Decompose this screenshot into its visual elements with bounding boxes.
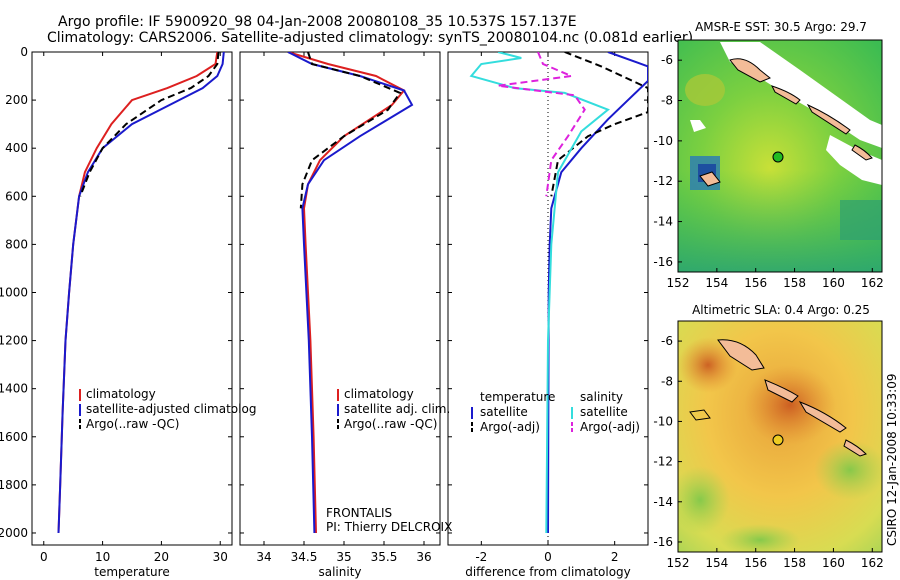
depth-tick-label: 0 xyxy=(20,45,28,59)
sst-map-panel: AMSR-E SST: 30.5 Argo: 29.7 152 154 156 158… xyxy=(653,20,883,290)
sla_map-lat-tick-label: -14 xyxy=(653,495,673,509)
difference-series-salinity-argo-adj xyxy=(497,52,586,197)
temperature-series-argo-raw-qc xyxy=(79,52,220,197)
sst_map-lat-tick-label: -10 xyxy=(653,134,673,148)
temperature-legend-label: satellite-adjusted climatolog xyxy=(86,402,256,416)
difference-xtick-label: 0 xyxy=(544,550,552,564)
depth-tick-label: 200 xyxy=(5,93,28,107)
difference-xtick-label: -2 xyxy=(475,550,487,564)
temperature-xtick-label: 30 xyxy=(213,550,228,564)
salinity-legend-label: climatology xyxy=(344,387,414,401)
sla-map-panel: Altimetric SLA: 0.4 Argo: 0.25 152 154 156… xyxy=(653,303,884,570)
sla_map-lon-tick-label: 162 xyxy=(861,556,884,570)
sla_map-lon-tick-label: 152 xyxy=(667,556,690,570)
sla_map-lat-tick-label: -12 xyxy=(653,455,673,469)
sst-map-title: AMSR-E SST: 30.5 Argo: 29.7 xyxy=(695,20,867,34)
sla_map-lat-tick-label: -6 xyxy=(661,334,673,348)
sst-map-field xyxy=(678,40,882,272)
salinity-frame xyxy=(239,51,441,546)
sst_map-lon-tick-label: 156 xyxy=(744,276,767,290)
temperature-series-climatology xyxy=(57,52,219,534)
salinity-legend-label: Argo(..raw -QC) xyxy=(344,417,437,431)
sst_map-lat-tick-label: -16 xyxy=(653,255,673,269)
difference-legend-label: Argo(-adj) xyxy=(480,420,540,434)
sst_map-lat-tick-label: -8 xyxy=(661,94,673,108)
temperature-panel: 0 200 400 600 800 1000 1200 1400 1600 1800 2000 0 10… xyxy=(0,45,256,579)
sst_map-lon-tick-label: 160 xyxy=(822,276,845,290)
salinity-xlabel: salinity xyxy=(318,565,361,579)
difference-series-salinity-satellite xyxy=(469,52,610,534)
salinity-xtick-label: 35.5 xyxy=(371,550,398,564)
depth-tick-label: 1000 xyxy=(0,285,28,299)
sla_map-lat-tick-label: -16 xyxy=(653,535,673,549)
salinity-xtick-label: 34 xyxy=(256,550,271,564)
temperature-legend-label: Argo(..raw -QC) xyxy=(86,417,179,431)
depth-tick-label: 1800 xyxy=(0,478,28,492)
difference-legend-label: satellite xyxy=(580,405,628,419)
sst_map-lat-tick-label: -12 xyxy=(653,174,673,188)
sla-argo-marker xyxy=(772,434,784,446)
temperature-xtick-label: 20 xyxy=(154,550,169,564)
depth-tick-label: 600 xyxy=(5,189,28,203)
sla-map-title: Altimetric SLA: 0.4 Argo: 0.25 xyxy=(692,303,870,317)
salinity-series-climatology xyxy=(287,52,406,534)
side-timestamp-label: CSIRO 12-Jan-2008 10:33:09 xyxy=(885,374,899,546)
difference-legend-title-temperature: temperature xyxy=(480,390,555,404)
depth-tick-label: 1400 xyxy=(0,382,28,396)
depth-tick-label: 800 xyxy=(5,237,28,251)
figure-title-line1: Argo profile: IF 5900920_98 04-Jan-2008 … xyxy=(58,14,577,30)
salinity-annotation-line: FRONTALIS xyxy=(326,506,392,520)
salinity-xtick-label: 35 xyxy=(336,550,351,564)
sla_map-lon-tick-label: 154 xyxy=(705,556,728,570)
depth-tick-label: 2000 xyxy=(0,526,28,540)
difference-legend-label: satellite xyxy=(480,405,528,419)
difference-xlabel: difference from climatology xyxy=(465,565,631,579)
salinity-panel: 34 34.5 35 35.5 36 salinity climatologysatelli… xyxy=(239,51,452,579)
temperature-legend-label: climatology xyxy=(86,387,156,401)
depth-tick-label: 1600 xyxy=(0,430,28,444)
sst_map-lon-tick-label: 152 xyxy=(667,276,690,290)
sst-map-frame xyxy=(677,39,883,273)
sla_map-lon-tick-label: 160 xyxy=(822,556,845,570)
sst_map-lon-tick-label: 154 xyxy=(705,276,728,290)
difference-series-temperature-satellite xyxy=(547,52,648,534)
salinity-annotation-line: PI: Thierry DELCROIX xyxy=(326,520,452,534)
difference-series-temperature-argo-adj xyxy=(550,52,648,197)
sst_map-lon-tick-label: 162 xyxy=(861,276,884,290)
difference-legend-title-salinity: salinity xyxy=(580,390,623,404)
sla_map-lon-tick-label: 156 xyxy=(744,556,767,570)
difference-legend-label: Argo(-adj) xyxy=(580,420,640,434)
salinity-series-satellite-adj-clim xyxy=(287,52,414,534)
temperature-frame xyxy=(31,51,233,546)
temperature-xtick-label: 10 xyxy=(95,550,110,564)
temperature-xlabel: temperature xyxy=(94,565,169,579)
temperature-xtick-label: 0 xyxy=(40,550,48,564)
depth-tick-label: 400 xyxy=(5,141,28,155)
sla_map-lat-tick-label: -8 xyxy=(661,374,673,388)
salinity-series-argo-raw-qc xyxy=(299,52,402,209)
salinity-legend-label: satellite adj. clim. xyxy=(344,402,450,416)
difference-xtick-label: 2 xyxy=(611,550,619,564)
salinity-xtick-label: 34.5 xyxy=(291,550,318,564)
sst_map-lat-tick-label: -6 xyxy=(661,53,673,67)
figure-title-line2: Climatology: CARS2006. Satellite-adjuste… xyxy=(47,30,693,46)
sla_map-lon-tick-label: 158 xyxy=(783,556,806,570)
sla_map-lat-tick-label: -10 xyxy=(653,414,673,428)
depth-tick-label: 1200 xyxy=(0,334,28,348)
sla-map-frame xyxy=(677,320,883,553)
temperature-series-satellite-adjusted-climatolog xyxy=(57,52,225,534)
sst_map-lat-tick-label: -14 xyxy=(653,215,673,229)
sst_map-lon-tick-label: 158 xyxy=(783,276,806,290)
salinity-xtick-label: 36 xyxy=(416,550,431,564)
sst-argo-marker xyxy=(772,151,784,163)
